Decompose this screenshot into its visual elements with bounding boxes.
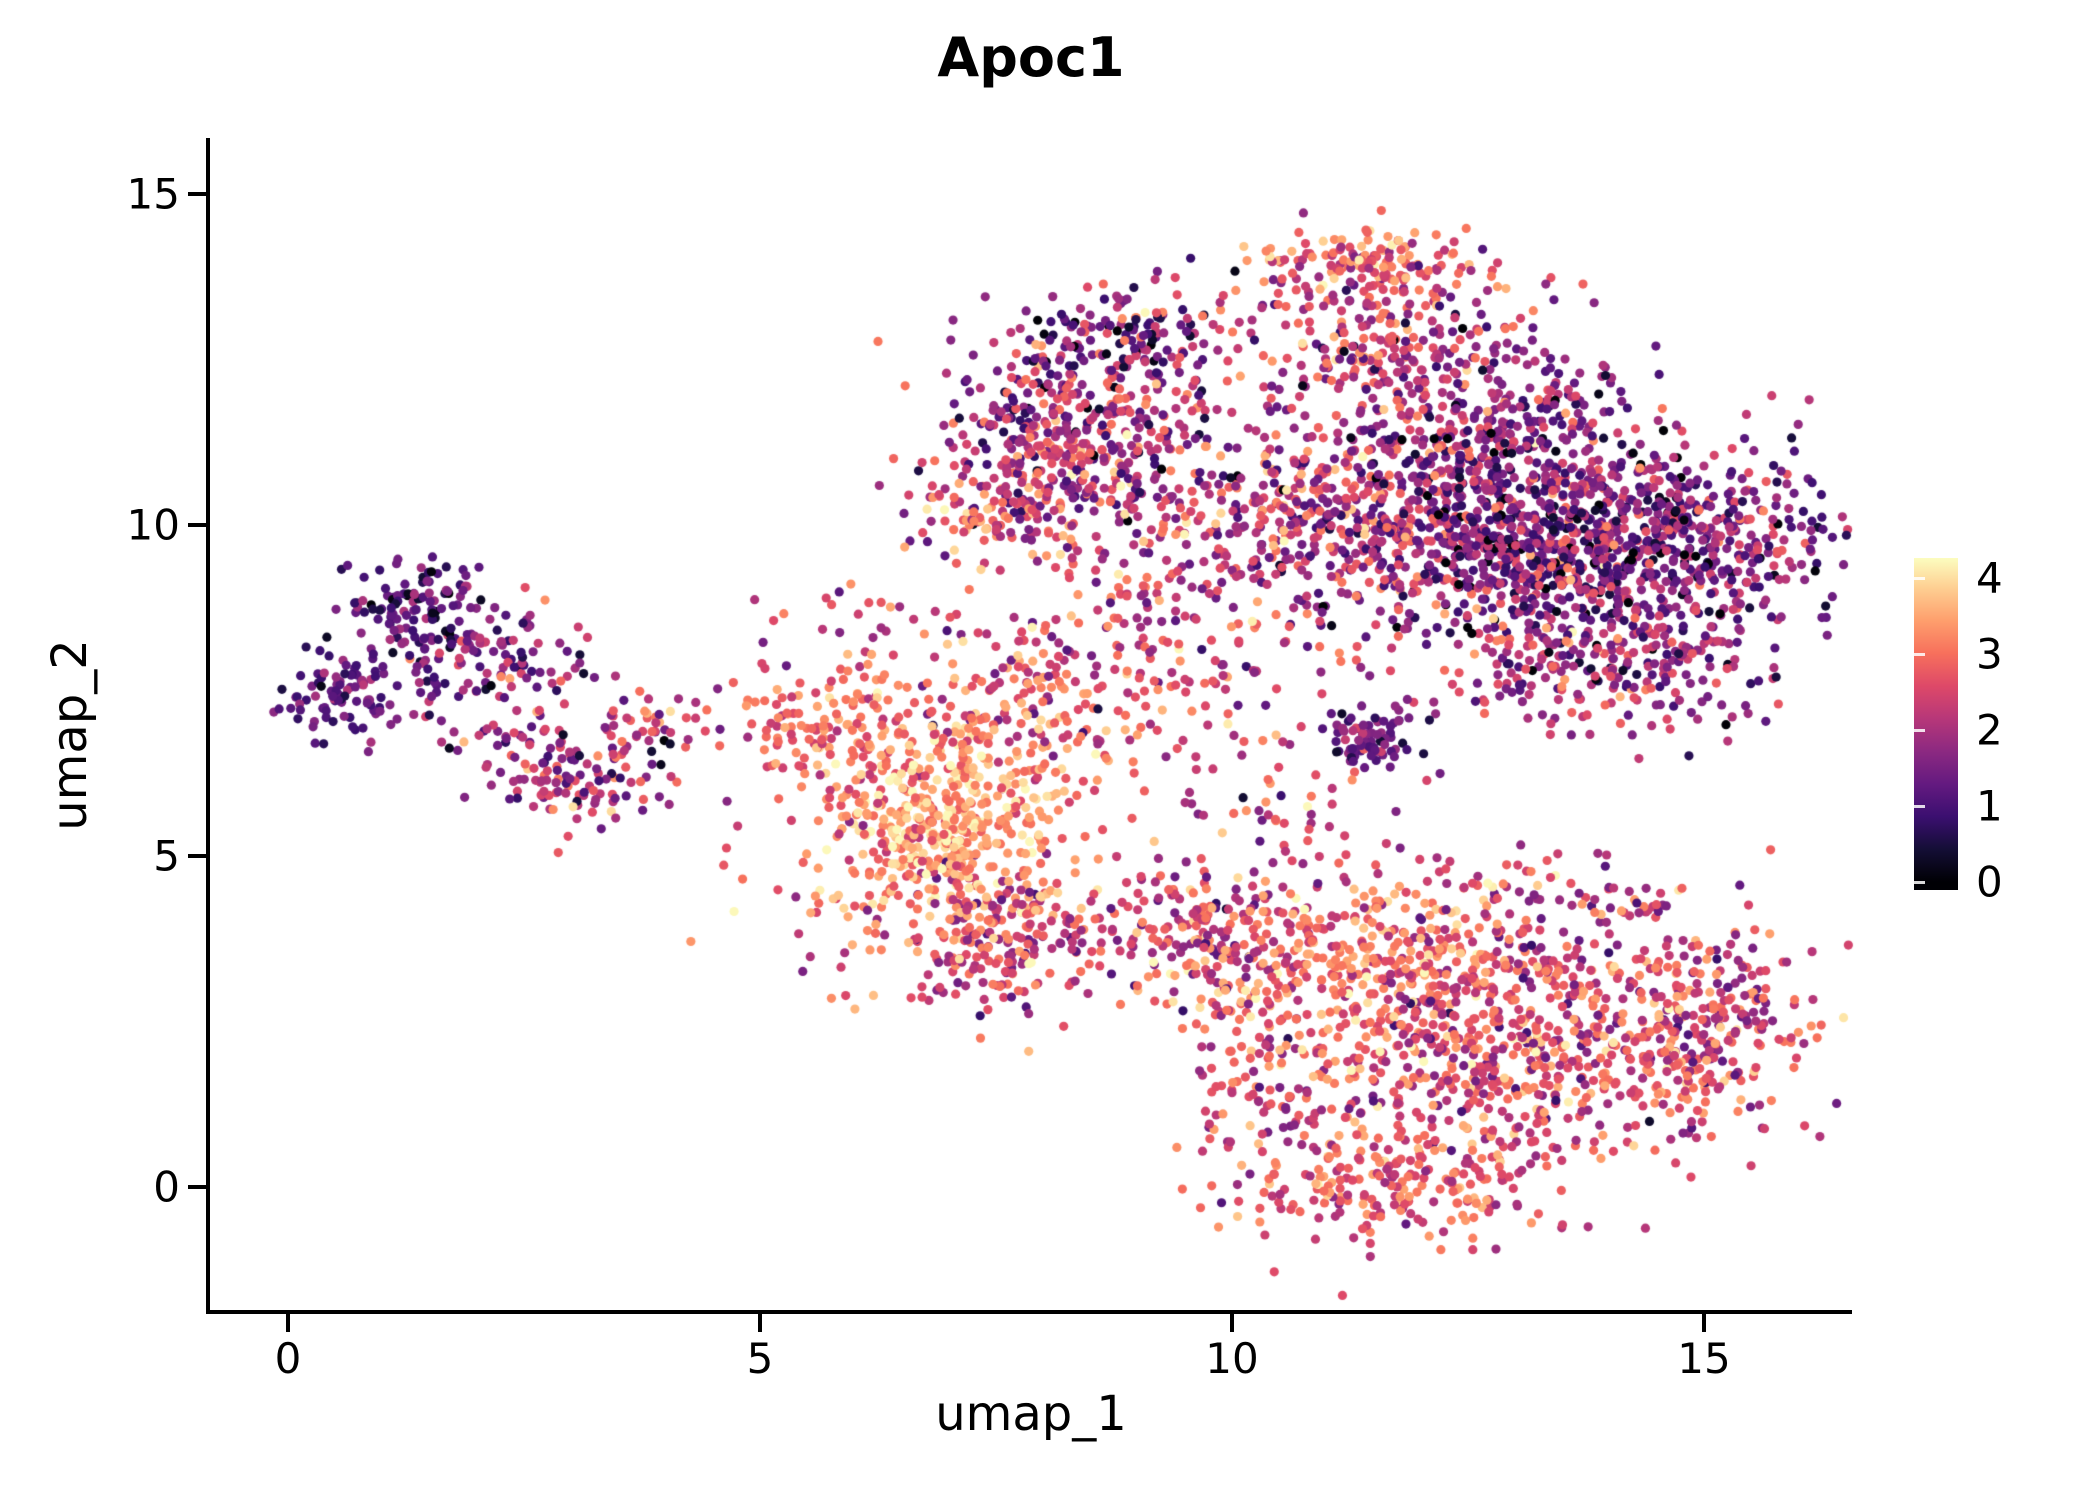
colorbar-tick-mark xyxy=(1914,728,1925,732)
colorbar-tick-mark xyxy=(1914,652,1925,656)
x-tick-label: 10 xyxy=(1205,1334,1259,1383)
colorbar-tick-mark xyxy=(1914,880,1925,884)
colorbar-tick-label: 1 xyxy=(1976,781,2003,831)
colorbar-tick-label: 2 xyxy=(1976,705,2003,755)
x-tick-label: 0 xyxy=(274,1334,302,1383)
y-tick-mark xyxy=(188,854,206,858)
x-tick-label: 5 xyxy=(746,1334,774,1383)
x-tick-label: 15 xyxy=(1677,1334,1731,1383)
y-axis-label: umap_2 xyxy=(42,639,98,831)
colorbar xyxy=(1914,558,1958,890)
colorbar-tick-label: 0 xyxy=(1976,857,2003,907)
y-tick-label: 10 xyxy=(126,500,180,550)
y-tick-mark xyxy=(188,1185,206,1189)
x-axis-line xyxy=(206,1310,1852,1314)
plot-title: Apoc1 xyxy=(937,26,1125,89)
y-axis-line xyxy=(206,138,210,1314)
y-tick-mark xyxy=(188,523,206,527)
colorbar-tick-mark xyxy=(1914,576,1925,580)
x-tick-mark xyxy=(758,1314,762,1332)
colorbar-tick-mark xyxy=(1914,804,1925,808)
y-tick-mark xyxy=(188,192,206,196)
y-tick-label: 15 xyxy=(126,169,180,219)
x-tick-mark xyxy=(1702,1314,1706,1332)
colorbar-gradient xyxy=(1914,558,1958,890)
x-tick-mark xyxy=(286,1314,290,1332)
y-tick-label: 0 xyxy=(153,1162,180,1212)
y-tick-label: 5 xyxy=(153,831,180,881)
colorbar-tick-label: 4 xyxy=(1976,553,2003,603)
colorbar-tick-label: 3 xyxy=(1976,629,2003,679)
x-tick-mark xyxy=(1230,1314,1234,1332)
x-axis-label: umap_1 xyxy=(935,1386,1127,1442)
